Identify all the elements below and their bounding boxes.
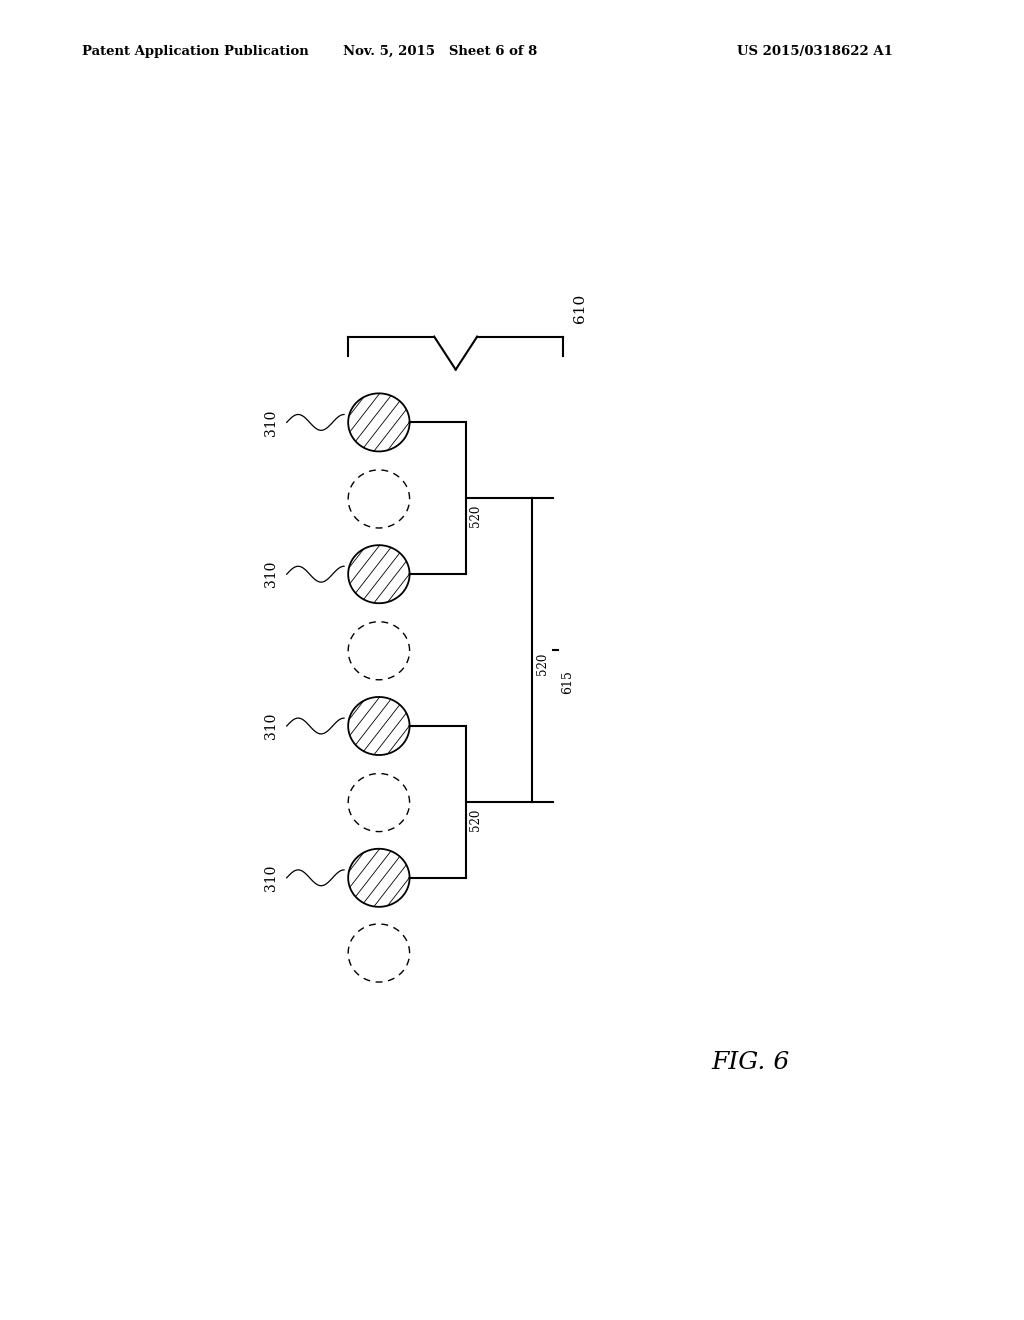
Text: Nov. 5, 2015   Sheet 6 of 8: Nov. 5, 2015 Sheet 6 of 8 [343,45,538,58]
Text: FIG. 6: FIG. 6 [712,1051,790,1074]
Text: 310: 310 [264,409,279,436]
Polygon shape [348,697,410,755]
Text: 520: 520 [469,504,482,527]
Text: 310: 310 [264,865,279,891]
Text: 610: 610 [573,294,588,323]
Polygon shape [348,849,410,907]
Text: US 2015/0318622 A1: US 2015/0318622 A1 [737,45,893,58]
Text: 615: 615 [561,671,574,694]
Text: 310: 310 [264,713,279,739]
Polygon shape [348,393,410,451]
Text: 310: 310 [264,561,279,587]
Text: 520: 520 [536,652,549,675]
Polygon shape [348,545,410,603]
Text: 520: 520 [469,808,482,830]
Text: Patent Application Publication: Patent Application Publication [82,45,308,58]
